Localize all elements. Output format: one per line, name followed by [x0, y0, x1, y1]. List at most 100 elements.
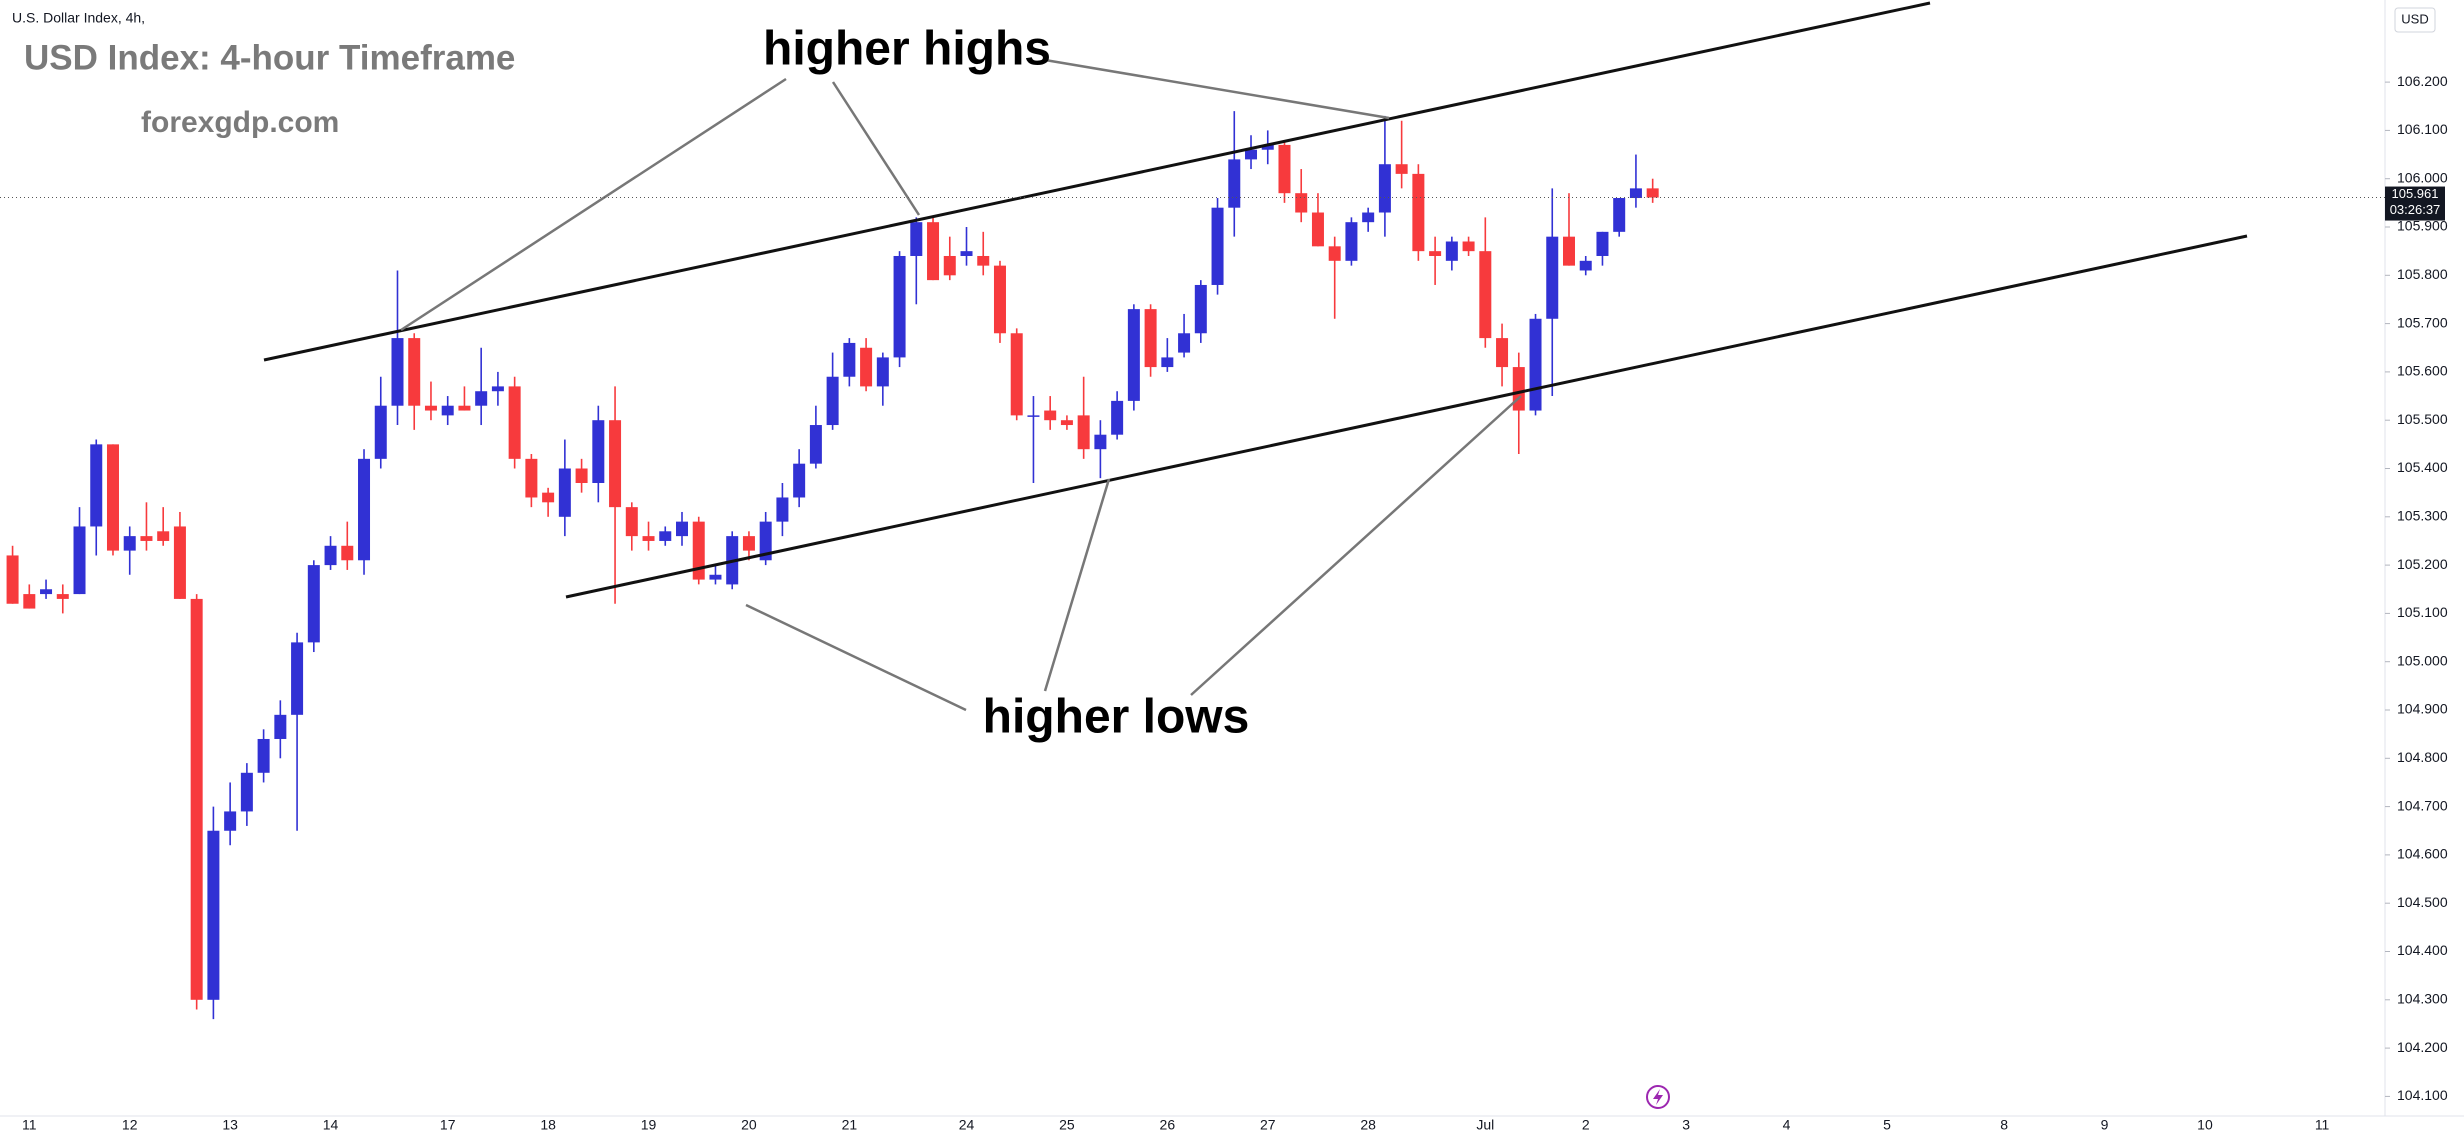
candle-body [374, 405, 387, 459]
candle-body [893, 255, 906, 358]
chart-title: USD Index: 4-hour Timeframe [24, 38, 515, 77]
candle-body [1278, 144, 1291, 194]
y-tick-label: 104.100 [2397, 1087, 2448, 1103]
candle-body [1295, 193, 1308, 213]
candle-body [809, 425, 822, 464]
candle-body [826, 376, 839, 426]
x-tick-label: 13 [222, 1117, 238, 1133]
candle-body [207, 830, 220, 1000]
candle-body [977, 255, 990, 266]
candle-body [1445, 241, 1458, 261]
candle-body [458, 405, 471, 411]
candle-body [391, 338, 404, 406]
y-tick-label: 106.000 [2397, 169, 2448, 185]
candles [6, 111, 1659, 1020]
candle-body [257, 738, 270, 773]
upper-trend-line [263, 1, 1931, 362]
candle-body [1027, 415, 1040, 417]
candle-body [1562, 236, 1575, 266]
candle-body [475, 391, 488, 406]
y-tick-label: 104.700 [2397, 797, 2448, 813]
x-tick-label: 28 [1360, 1117, 1376, 1133]
candle-body [274, 714, 287, 739]
candle-body [709, 574, 722, 580]
x-tick-label: 9 [2101, 1117, 2109, 1133]
last-price-box [2385, 186, 2445, 221]
candle-body [876, 357, 889, 387]
candle-body [1127, 309, 1140, 401]
candle-body [625, 507, 638, 537]
x-tick-label: 11 [2315, 1117, 2330, 1133]
candle-body [1646, 188, 1659, 198]
y-tick-label: 105.700 [2397, 314, 2448, 330]
candle-body [793, 463, 806, 498]
candle-body [642, 536, 655, 541]
candle-body [542, 492, 555, 503]
currency-label[interactable]: USD [2401, 11, 2428, 26]
candle-body [960, 251, 973, 256]
x-tick-label: 21 [842, 1117, 858, 1133]
lower-trend-line [565, 234, 2248, 599]
y-tick-label: 104.900 [2397, 701, 2448, 717]
candle-body [609, 420, 622, 508]
x-tick-label: 17 [440, 1117, 456, 1133]
candle-body [73, 526, 86, 595]
x-tick-label: 14 [323, 1117, 339, 1133]
candle-body [173, 526, 186, 599]
candle-body [860, 347, 873, 387]
x-tick-label: 20 [741, 1117, 757, 1133]
y-tick-label: 106.100 [2397, 121, 2448, 137]
candle-body [508, 386, 521, 459]
pointer [1043, 478, 1111, 692]
candle-body [759, 521, 772, 561]
candle-body [1060, 420, 1073, 426]
candle-body [40, 589, 53, 595]
candle-body [776, 497, 789, 522]
candle-body [240, 772, 253, 812]
candle-body [927, 222, 940, 281]
candle-body [6, 555, 19, 604]
x-tick-label: 12 [122, 1117, 138, 1133]
y-tick-label: 105.100 [2397, 604, 2448, 620]
candle-body [1228, 159, 1241, 208]
x-tick-label: 4 [1783, 1117, 1791, 1133]
x-tick-label: 19 [641, 1117, 657, 1133]
candle-body [224, 811, 237, 831]
pointer [831, 81, 921, 216]
y-tick-label: 104.800 [2397, 749, 2448, 765]
candle-body [1512, 367, 1525, 411]
candle-body [1529, 318, 1542, 411]
candle-body [575, 468, 588, 483]
candle-body [742, 536, 755, 551]
candle-body [157, 531, 170, 541]
candle-body [324, 545, 337, 566]
candle-body [843, 342, 856, 377]
candle-body [1261, 144, 1274, 150]
candle-body [424, 405, 437, 411]
candle-body [1044, 410, 1057, 421]
candle-body [190, 598, 203, 1000]
chart-subtitle: forexgdp.com [141, 106, 339, 139]
annotation: higher lows [983, 691, 1250, 744]
candle-body [1479, 251, 1492, 339]
candle-body [1462, 241, 1475, 252]
candle-body [307, 565, 320, 643]
currency-badge[interactable] [2394, 7, 2436, 33]
candle-body [1362, 212, 1375, 223]
candle-body [123, 536, 136, 551]
candle-body [358, 458, 371, 561]
y-tick-label: 105.000 [2397, 652, 2448, 668]
candle-body [1629, 188, 1642, 199]
x-tick-label: 26 [1160, 1117, 1176, 1133]
candle-body [1395, 164, 1408, 174]
y-tick-label: 106.200 [2397, 73, 2448, 89]
candle-body [408, 338, 421, 406]
events-icon-bolt [1653, 1089, 1663, 1105]
candle-body [1579, 260, 1592, 271]
pointer [400, 77, 787, 332]
candle-body [659, 531, 672, 541]
candle-body [1245, 149, 1258, 160]
candle-body [558, 468, 571, 517]
y-tick-label: 104.300 [2397, 990, 2448, 1006]
candle-body [993, 265, 1006, 334]
